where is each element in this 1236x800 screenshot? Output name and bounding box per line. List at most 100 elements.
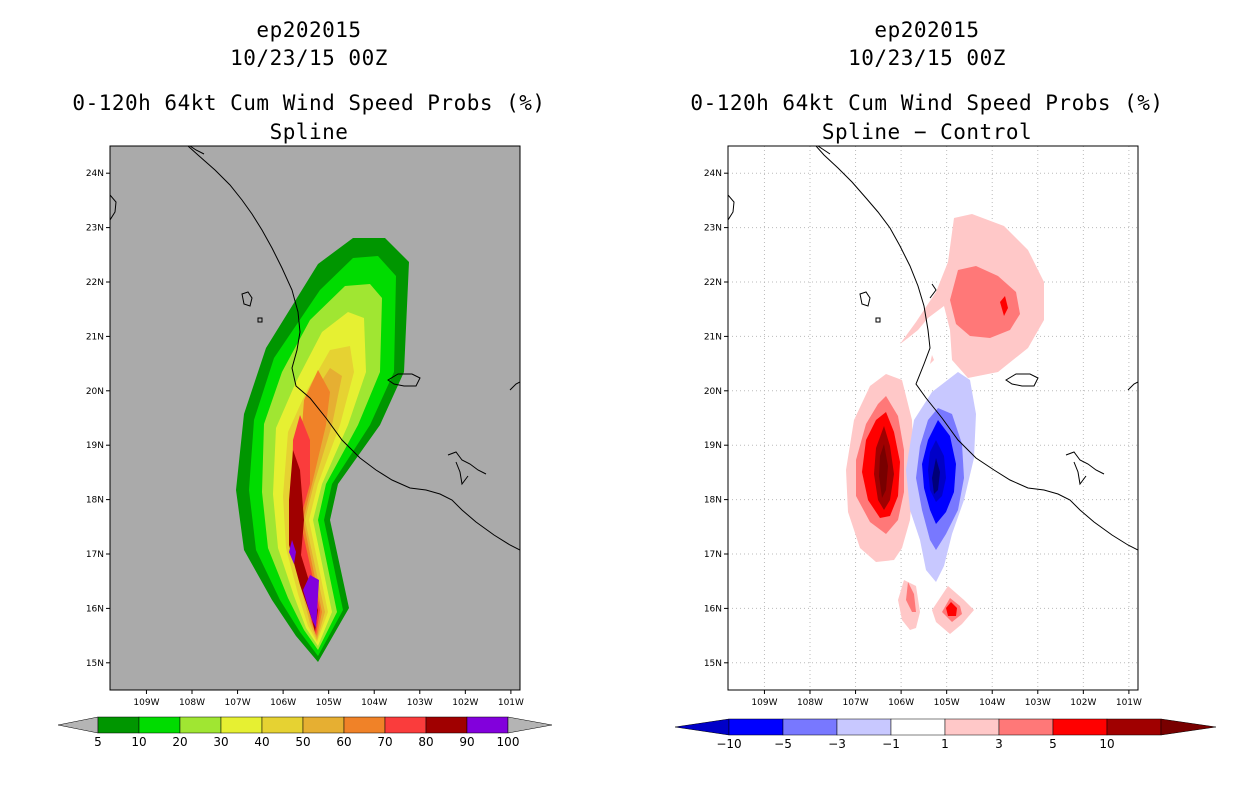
right-chart-title: 0-120h 64kt Cum Wind Speed Probs (%) [690, 91, 1164, 115]
x-tick-label: 108W [797, 698, 823, 708]
right-datetime: 10/23/15 00Z [848, 46, 1006, 70]
diff-contour-3 [950, 266, 1020, 338]
left-chart-svg: 109W 108W 107W 106W 105W 104W 103W 102W 101W 15N 1… [57, 145, 553, 749]
coastline [447, 451, 487, 475]
prob-contour-90 [289, 540, 296, 564]
left-chart-title: 0-120h 64kt Cum Wind Speed Probs (%) [72, 91, 546, 115]
y-tick-label: 19N [704, 441, 722, 451]
colorbar-extend-low [674, 718, 730, 736]
x-tick-label: 104W [979, 698, 1005, 708]
x-tick-label: 106W [270, 698, 296, 708]
colorbar-extend-low [57, 716, 99, 734]
colorbar-label: 5 [94, 735, 102, 749]
prob-contour-80 [289, 450, 318, 632]
x-tick-label: 109W [133, 698, 159, 708]
diff-contour-5 [946, 602, 957, 616]
right-storm-id: ep202015 [874, 18, 980, 42]
colorbar-swatch [179, 716, 222, 734]
coastline [1065, 451, 1105, 475]
x-tick-label: 108W [179, 698, 205, 708]
right-chart-subtitle: Spline − Control [821, 120, 1033, 144]
diff-contour-5 [1000, 296, 1008, 316]
colorbar-swatch [302, 716, 345, 734]
colorbar-label: 1 [941, 737, 949, 751]
colorbar-label: 40 [254, 735, 269, 749]
left-datetime: 10/23/15 00Z [230, 46, 388, 70]
y-tick-label: 21N [86, 332, 104, 342]
y-tick-label: 15N [704, 659, 722, 669]
y-tick-label: 17N [86, 550, 104, 560]
colorbar-label: −10 [716, 737, 741, 751]
x-tick-label: 103W [1025, 698, 1051, 708]
coastline [815, 146, 1138, 551]
right-chart-svg: 109W 108W 107W 106W 105W 104W 103W 102W 101W 15N 1… [674, 145, 1217, 751]
diff-contour-10 [879, 444, 888, 498]
coastline [509, 381, 520, 391]
x-tick-label: 107W [225, 698, 251, 708]
left-chart-panel: ep202015 10/23/15 00Z 0-120h 64kt Cum Wi… [57, 18, 553, 749]
y-tick-label: 20N [86, 387, 104, 397]
y-tick-label: 20N [704, 387, 722, 397]
colorbar-label: 3 [995, 737, 1003, 751]
right-chart-panel: ep202015 10/23/15 00Z 0-120h 64kt Cum Wi… [618, 0, 1236, 800]
coastline [728, 194, 735, 221]
colorbar-label: 100 [497, 735, 520, 749]
y-tick-label: 23N [86, 224, 104, 234]
diff-contour-3 [906, 582, 916, 612]
coastline [817, 146, 831, 155]
colorbar-swatch [890, 718, 946, 736]
colorbar-swatch [466, 716, 509, 734]
coastline [110, 194, 117, 221]
colorbar-swatch [343, 716, 386, 734]
colorbar-label: 10 [1099, 737, 1114, 751]
left-chart-subtitle: Spline [269, 120, 349, 144]
colorbar-swatch [425, 716, 468, 734]
colorbar-label: 30 [213, 735, 228, 749]
colorbar-label: 80 [418, 735, 433, 749]
y-tick-label: 16N [704, 604, 722, 614]
x-tick-label: 104W [361, 698, 387, 708]
y-tick-label: 15N [86, 659, 104, 669]
diff-contour-1 [930, 355, 934, 364]
colorbar-label: 70 [377, 735, 392, 749]
colorbar-label: 10 [131, 735, 146, 749]
y-tick-label: 22N [86, 278, 104, 288]
island [387, 373, 421, 387]
x-tick-label: 105W [934, 698, 960, 708]
y-tick-label: 17N [704, 550, 722, 560]
x-tick-label: 101W [1116, 698, 1142, 708]
y-tick-label: 24N [704, 169, 722, 179]
right-plot-frame [727, 145, 1139, 691]
coastline [1073, 461, 1087, 486]
y-tick-label: 21N [704, 332, 722, 342]
prob-contour-90 [303, 575, 319, 628]
x-tick-label: 105W [316, 698, 342, 708]
x-tick-label: 106W [888, 698, 914, 708]
colorbar-swatch [998, 718, 1054, 736]
colorbar-swatch [728, 718, 784, 736]
x-tick-label: 109W [751, 698, 777, 708]
colorbar-label: 60 [336, 735, 351, 749]
colorbar-extend-high [507, 716, 553, 734]
coastline [455, 461, 469, 486]
colorbar-swatch [220, 716, 263, 734]
colorbar-swatch [261, 716, 304, 734]
x-tick-label: 107W [843, 698, 869, 708]
coastline [187, 146, 520, 551]
y-tick-label: 16N [86, 604, 104, 614]
island [1005, 373, 1039, 387]
left-plot-frame [109, 145, 521, 691]
coastline [189, 146, 205, 155]
colorbar-swatch [138, 716, 181, 734]
colorbar-label: −1 [882, 737, 900, 751]
colorbar-swatch [384, 716, 427, 734]
y-tick-label: 18N [86, 496, 104, 506]
y-tick-label: 22N [704, 278, 722, 288]
colorbar-swatch [782, 718, 838, 736]
x-tick-label: 102W [1070, 698, 1096, 708]
coastline [929, 283, 937, 299]
island [241, 291, 253, 307]
colorbar-label: 5 [1049, 737, 1057, 751]
island [257, 317, 263, 323]
y-tick-label: 18N [704, 496, 722, 506]
